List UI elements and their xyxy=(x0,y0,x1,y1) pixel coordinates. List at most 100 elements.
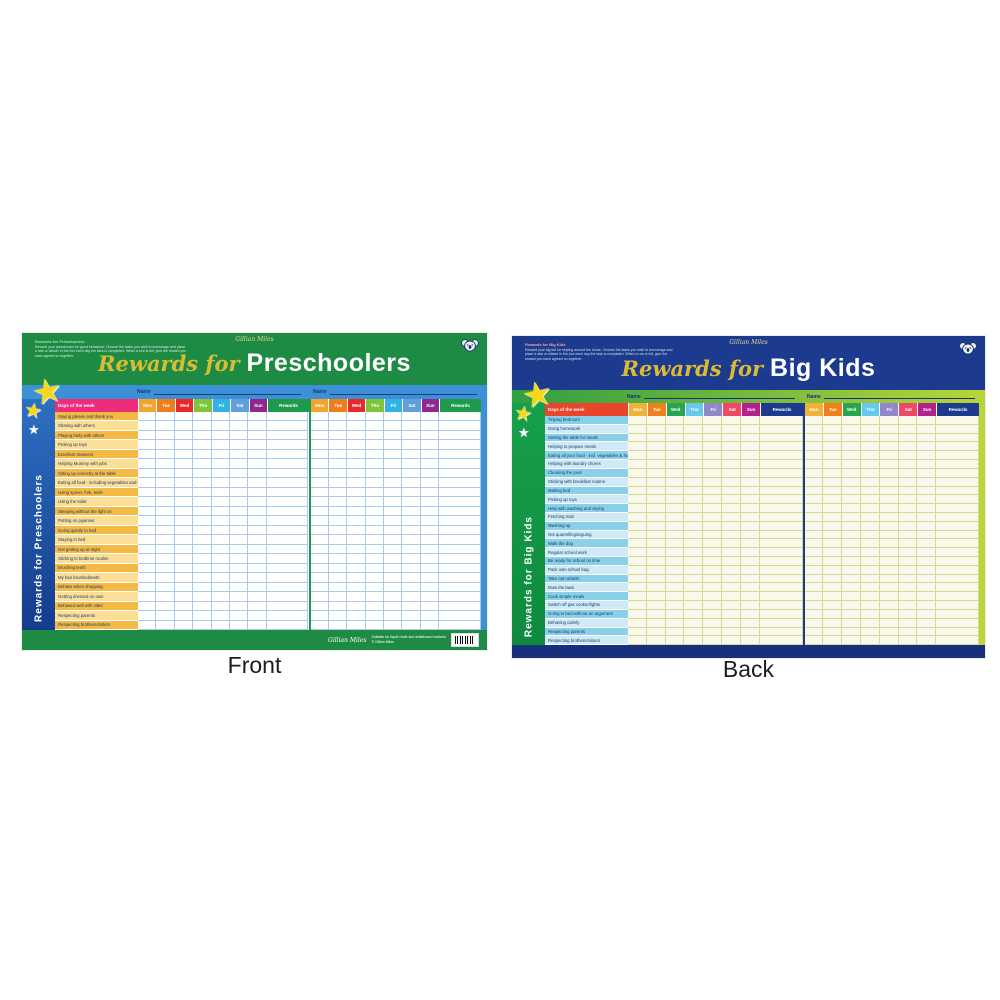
grid-cell xyxy=(823,601,843,610)
grid-cell xyxy=(174,601,194,612)
week-group xyxy=(138,478,309,488)
grid-cell xyxy=(740,424,760,434)
grid-cell xyxy=(722,583,741,593)
grid-cell xyxy=(628,486,647,496)
grid-cell xyxy=(898,468,918,478)
rewards-cell xyxy=(266,506,309,517)
week-group xyxy=(308,440,482,450)
grid-cell xyxy=(722,557,741,566)
rewards-cell xyxy=(936,601,980,610)
grid-cell xyxy=(740,468,760,478)
row-label: Cleaning the pool xyxy=(545,468,628,478)
week-group xyxy=(308,535,482,545)
grid-cell xyxy=(174,620,194,631)
grid-cell xyxy=(347,601,366,612)
grid-cell xyxy=(628,557,647,566)
grid-cell xyxy=(138,544,157,555)
row-label: Excellent manners xyxy=(55,449,138,460)
grid-cell xyxy=(365,573,384,583)
week-group xyxy=(802,609,980,619)
grid-cell xyxy=(879,565,899,575)
grid-cell xyxy=(248,421,267,431)
grid-cell xyxy=(665,424,685,434)
grid-cell xyxy=(917,539,937,549)
week-group xyxy=(802,627,980,637)
grid-cell xyxy=(842,583,861,593)
grid-cell xyxy=(138,449,157,460)
week-group xyxy=(802,512,980,522)
rewards-cell xyxy=(759,433,803,443)
row-label: Using the toilet xyxy=(55,497,138,507)
grid-cell xyxy=(229,601,249,612)
rewards-cell xyxy=(439,620,481,631)
rewards-cell xyxy=(439,573,481,583)
grid-cell xyxy=(138,525,157,536)
grid-cell xyxy=(898,618,918,628)
grid-cell xyxy=(174,459,194,469)
rewards-cell xyxy=(936,433,980,443)
barcode-bars xyxy=(455,636,475,644)
grid-cell xyxy=(384,554,403,564)
grid-cell xyxy=(665,609,685,619)
grid-cell xyxy=(402,516,421,526)
week-group xyxy=(138,487,309,498)
grid-cell xyxy=(842,442,861,452)
grid-cell xyxy=(722,627,741,637)
grid-cell xyxy=(365,592,384,602)
grid-cell xyxy=(347,554,366,564)
grid-cell xyxy=(804,442,824,452)
week-group xyxy=(628,601,803,610)
grid-cell xyxy=(310,611,329,621)
grid-cell xyxy=(684,486,704,496)
row-label: Eating all your food - incl. vegetables … xyxy=(545,451,628,461)
grid-cell xyxy=(211,440,230,450)
grid-cell xyxy=(420,535,440,545)
grid-cell xyxy=(684,512,704,522)
grid-cell xyxy=(740,477,760,487)
grid-cell xyxy=(248,544,267,555)
grid-cell xyxy=(917,557,937,566)
front-caption: Front xyxy=(227,652,282,678)
grid-cell xyxy=(229,620,249,631)
rewards-cell xyxy=(266,449,309,460)
grid-cell xyxy=(328,412,348,422)
rewards-cell xyxy=(439,440,481,450)
grid-cell xyxy=(740,539,760,549)
grid-cell xyxy=(248,563,267,574)
grid-cell xyxy=(156,478,175,488)
grid-cell xyxy=(156,544,175,555)
week-group xyxy=(308,459,482,469)
week-group xyxy=(138,535,309,545)
grid-cell xyxy=(420,459,440,469)
grid-cell xyxy=(347,592,366,602)
grid-cell xyxy=(365,468,384,479)
row-label: Behaved well with sitter xyxy=(55,601,138,612)
grid-cell xyxy=(665,618,685,628)
grid-cell xyxy=(740,460,760,469)
chart-header-band: Rewards for Preschoolers Reward your pre… xyxy=(22,333,487,385)
grid-cell xyxy=(420,497,440,507)
week-group xyxy=(802,477,980,487)
grid-cell xyxy=(402,449,421,460)
grid-cell xyxy=(138,421,157,431)
instructions-text: Reward your preschooler for good behavio… xyxy=(35,344,187,359)
table-row: My hair brushed/teeth xyxy=(55,573,481,583)
grid-cell xyxy=(722,504,741,513)
grid-cell xyxy=(328,516,348,526)
grid-cell xyxy=(898,583,918,593)
grid-cell xyxy=(248,449,267,460)
day-header-cell: Wed xyxy=(842,403,862,416)
grid-cell xyxy=(174,487,194,498)
grid-cell xyxy=(328,535,348,545)
grid-cell xyxy=(860,539,880,549)
rewards-cell xyxy=(936,495,980,505)
grid-cell xyxy=(722,601,741,610)
grid-cell xyxy=(365,421,384,431)
grid-cell xyxy=(898,548,918,557)
grid-cell xyxy=(665,486,685,496)
week-group xyxy=(628,592,803,602)
grid-cell xyxy=(684,548,704,557)
grid-cell xyxy=(138,478,157,488)
grid-cell xyxy=(365,554,384,564)
grid-cell xyxy=(823,486,843,496)
